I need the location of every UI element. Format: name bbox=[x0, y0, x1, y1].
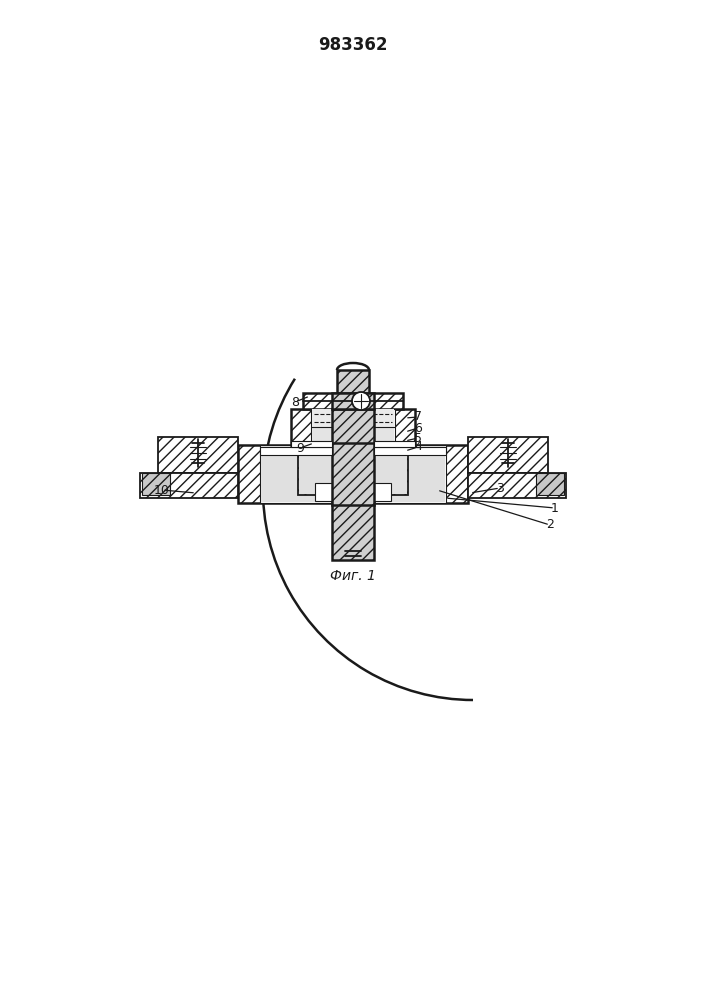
Bar bbox=[312, 426, 394, 444]
Bar bbox=[468, 473, 566, 498]
Bar bbox=[311, 409, 395, 445]
Bar bbox=[260, 447, 332, 455]
Bar bbox=[299, 454, 407, 494]
Text: 983362: 983362 bbox=[318, 36, 387, 54]
Text: 10: 10 bbox=[154, 484, 170, 496]
Text: Фиг. 1: Фиг. 1 bbox=[330, 569, 376, 583]
Bar bbox=[332, 409, 374, 445]
Bar bbox=[332, 443, 374, 505]
Bar bbox=[140, 473, 238, 498]
Bar bbox=[337, 370, 369, 393]
Bar bbox=[298, 453, 408, 495]
Text: 7: 7 bbox=[414, 410, 422, 424]
Text: 9: 9 bbox=[296, 442, 304, 454]
Bar bbox=[260, 445, 446, 503]
Bar bbox=[142, 473, 170, 495]
Circle shape bbox=[352, 392, 370, 410]
Text: 4: 4 bbox=[414, 440, 422, 454]
Bar bbox=[303, 393, 403, 409]
Bar bbox=[374, 447, 446, 455]
Bar bbox=[536, 473, 564, 495]
Bar bbox=[332, 502, 374, 560]
Bar bbox=[332, 393, 374, 409]
Bar bbox=[158, 437, 238, 473]
Text: 8: 8 bbox=[291, 395, 299, 408]
Bar bbox=[238, 445, 468, 503]
Bar bbox=[374, 441, 415, 447]
Text: 3: 3 bbox=[496, 482, 504, 494]
Bar bbox=[261, 446, 445, 502]
Text: 2: 2 bbox=[546, 518, 554, 532]
Bar bbox=[291, 409, 415, 445]
Bar bbox=[312, 409, 394, 427]
Text: 5: 5 bbox=[414, 432, 422, 444]
Bar bbox=[315, 483, 391, 501]
Bar bbox=[468, 437, 548, 473]
Bar bbox=[291, 441, 332, 447]
Text: 1: 1 bbox=[551, 502, 559, 514]
Text: 6: 6 bbox=[414, 422, 422, 434]
